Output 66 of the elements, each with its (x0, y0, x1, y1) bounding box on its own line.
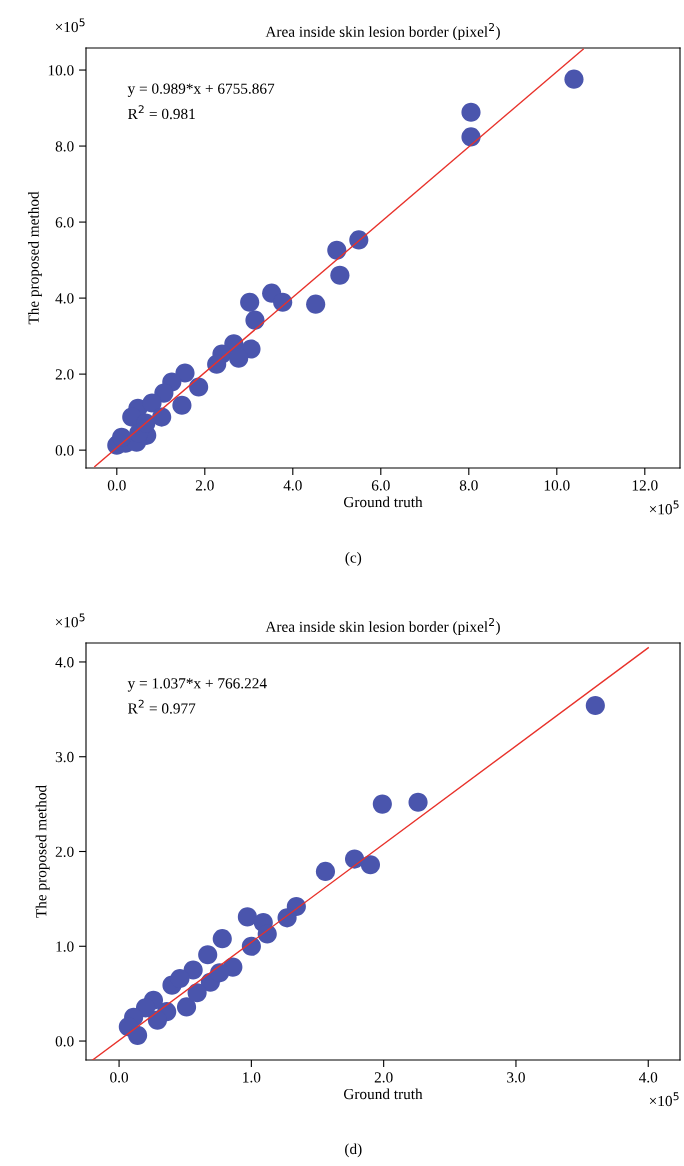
y-tick-label: 0.0 (55, 1036, 74, 1047)
text: ×10$^{5}$ (649, 1092, 679, 1107)
point (187, 983, 207, 1003)
point (142, 393, 162, 413)
point (147, 1010, 168, 1030)
x-tick-label: 8.0 (459, 480, 478, 491)
x-tick-label: 10.0 (544, 480, 570, 491)
point (212, 929, 232, 949)
x-tick-label: 0.0 (110, 1072, 129, 1083)
annotation: R$^{2}$ = 0.977 (128, 699, 196, 714)
y-tick-label: 2.0 (55, 846, 74, 858)
y-tick-label: 0.0 (55, 445, 74, 456)
y-tick-label: 8.0 (55, 141, 74, 152)
annotation: y = 1.037*x + 766.224 (127, 678, 267, 692)
y-tick-label: 10.0 (48, 65, 74, 76)
y-axis-title: The proposed method (28, 191, 42, 325)
y-axis-title: The proposed method (35, 785, 50, 918)
x-tick-label: 1.0 (243, 1072, 261, 1083)
point (210, 963, 230, 983)
y-tick-label: 6.0 (55, 217, 74, 228)
y-tick-label: 4.0 (55, 657, 74, 668)
point (128, 1025, 148, 1045)
text: (d) (345, 1143, 362, 1158)
annotation: y = 0.989*x + 6755.867 (127, 83, 275, 97)
point (315, 861, 336, 881)
x-tick-label: 4.0 (639, 1072, 658, 1083)
x-tick-label: 0.0 (107, 480, 126, 491)
annotation: R$^{2}$ = 0.981 (128, 105, 195, 120)
point (176, 997, 197, 1017)
point (198, 945, 218, 965)
chart-title: Area inside skin lesion border (pixel$^{2}$) (265, 22, 500, 41)
point (564, 69, 584, 89)
x-tick-label: 2.0 (195, 480, 214, 491)
point (170, 968, 190, 989)
point (360, 855, 380, 875)
x-tick-label: 2.0 (374, 1072, 393, 1083)
point (327, 240, 347, 260)
y-tick-label: 4.0 (55, 293, 74, 304)
point (175, 363, 195, 383)
point (461, 102, 481, 122)
point (245, 310, 265, 330)
point (461, 127, 481, 147)
text: ×10$^{5}$ (55, 18, 85, 33)
x-axis-title: Ground truth (343, 496, 423, 508)
y-tick-label: 1.0 (56, 941, 74, 952)
x-tick-label: 12.0 (632, 480, 658, 491)
point (372, 794, 392, 814)
point (172, 395, 192, 415)
x-tick-label: 3.0 (507, 1072, 525, 1083)
point (189, 377, 209, 397)
y-tick-label: 3.0 (55, 751, 74, 763)
x-axis-title: Ground truth (343, 1088, 423, 1100)
text: ×10$^{5}$ (649, 500, 679, 515)
text: ×10$^{5}$ (55, 613, 85, 628)
point (330, 265, 350, 285)
chart-title: Area inside skin lesion border (pixel$^{2}$) (265, 617, 500, 636)
point (229, 348, 249, 368)
x-tick-label: 4.0 (283, 480, 302, 491)
x-tick-label: 6.0 (371, 480, 390, 491)
point (306, 294, 326, 314)
point (585, 695, 605, 716)
point (240, 292, 260, 312)
y-tick-label: 2.0 (55, 369, 74, 380)
text: (c) (345, 552, 362, 566)
point (408, 792, 428, 812)
point (237, 907, 257, 927)
